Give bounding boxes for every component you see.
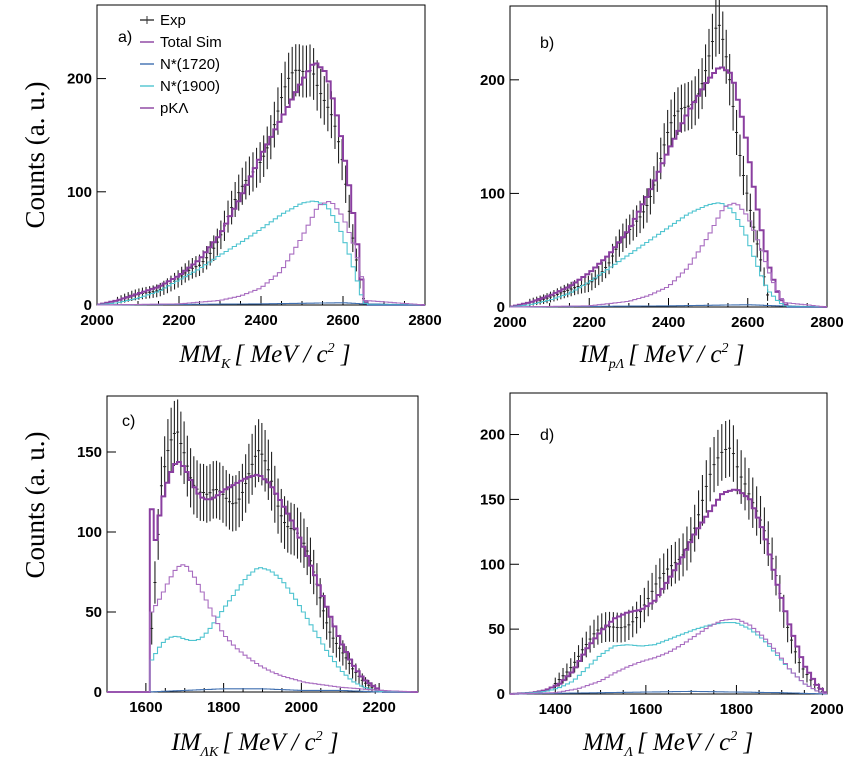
x-axis-label: MMΛ[ MeV / c2 ] [582, 729, 753, 760]
legend-label: N*(1720) [160, 56, 220, 73]
series-total-sim [510, 488, 827, 695]
y-tick-label: 100 [77, 524, 102, 541]
y-tick-label: 0 [94, 684, 102, 701]
x-tick-label: 2800 [810, 314, 843, 331]
x-tick-label: 2600 [326, 312, 359, 329]
plot-frame [509, 392, 828, 695]
x-tick-label: 2000 [285, 699, 318, 716]
x-tick-label: 2200 [362, 699, 395, 716]
y-tick-label: 50 [85, 604, 102, 621]
panel-label: c) [122, 413, 135, 430]
panel-a: 2000 2200 2400 2600 2800 0 100 200 a) MMK[ MeV / … [67, 4, 442, 372]
series-n-1720- [510, 690, 827, 695]
y-axis-label-bottom: Counts (a. u.) [20, 432, 50, 579]
series-pk- [97, 201, 425, 306]
panel-label: a) [118, 29, 132, 46]
x-tick-label: 1600 [629, 701, 662, 718]
panel-c: 1600 1800 2000 2200 0 50 100 150 c) IMΛK[ MeV / c… [77, 395, 419, 760]
plot-frame [106, 395, 419, 693]
series-pk- [510, 202, 827, 308]
y-tick-label: 0 [84, 297, 92, 314]
series-total-sim [510, 66, 827, 308]
y-tick-label: 50 [488, 621, 505, 638]
x-tick-label: 2000 [493, 314, 526, 331]
series-total-sim [97, 62, 425, 306]
x-axis-label: IMΛK[ MeV / c2 ] [170, 729, 338, 760]
y-tick-label: 0 [497, 686, 505, 703]
x-tick-label: 2200 [162, 312, 195, 329]
x-axis-label: IMpΛ[ MeV / c2 ] [579, 341, 745, 372]
series-n-1720- [107, 688, 418, 693]
x-tick-label: 2800 [408, 312, 441, 329]
legend-label: pKΛ [160, 100, 188, 117]
panel-b: 2000 2200 2400 2600 2800 0 100 200 b) IMpΛ[ MeV /… [480, 0, 844, 372]
x-tick-label: 2400 [652, 314, 685, 331]
x-tick-label: 1400 [539, 701, 572, 718]
y-axis-label-top: Counts (a. u.) [20, 82, 50, 229]
x-tick-label: 2000 [80, 312, 113, 329]
y-tick-label: 100 [480, 556, 505, 573]
y-tick-label: 100 [67, 184, 92, 201]
x-tick-label: 2000 [810, 701, 843, 718]
exp-data-points [553, 419, 824, 696]
exp-data-points [116, 44, 365, 305]
y-tick-label: 150 [77, 444, 102, 461]
y-tick-label: 0 [497, 299, 505, 316]
y-tick-label: 150 [480, 491, 505, 508]
series-pk- [107, 564, 418, 693]
series-pk- [510, 618, 827, 695]
plot-frame [509, 5, 828, 308]
x-axis-label: MMK[ MeV / c2 ] [178, 341, 350, 372]
exp-data-points [150, 399, 377, 694]
series-total-sim [107, 461, 418, 693]
exp-data-points [528, 0, 770, 307]
legend: Exp Total Sim N*(1720) N*(1900) pKΛ [140, 12, 222, 117]
panel-label: b) [540, 35, 554, 52]
legend-label: N*(1900) [160, 78, 220, 95]
x-tick-label: 2200 [573, 314, 606, 331]
y-tick-label: 200 [480, 72, 505, 89]
x-tick-label: 1600 [129, 699, 162, 716]
x-tick-label: 2400 [244, 312, 277, 329]
x-tick-label: 1800 [207, 699, 240, 716]
x-tick-label: 2600 [731, 314, 764, 331]
series-n-1900- [107, 567, 418, 693]
series-n-1900- [97, 200, 425, 306]
legend-label: Exp [160, 12, 186, 29]
y-tick-label: 100 [480, 185, 505, 202]
panel-label: d) [540, 427, 554, 444]
series-n-1900- [510, 202, 827, 308]
series-n-1900- [510, 622, 827, 695]
legend-label: Total Sim [160, 34, 222, 51]
panel-d: 1400 1600 1800 2000 0 50 100 150 200 d) MMΛ[ MeV /… [480, 392, 844, 760]
y-tick-label: 200 [480, 427, 505, 444]
y-tick-label: 200 [67, 71, 92, 88]
x-tick-label: 1800 [720, 701, 753, 718]
